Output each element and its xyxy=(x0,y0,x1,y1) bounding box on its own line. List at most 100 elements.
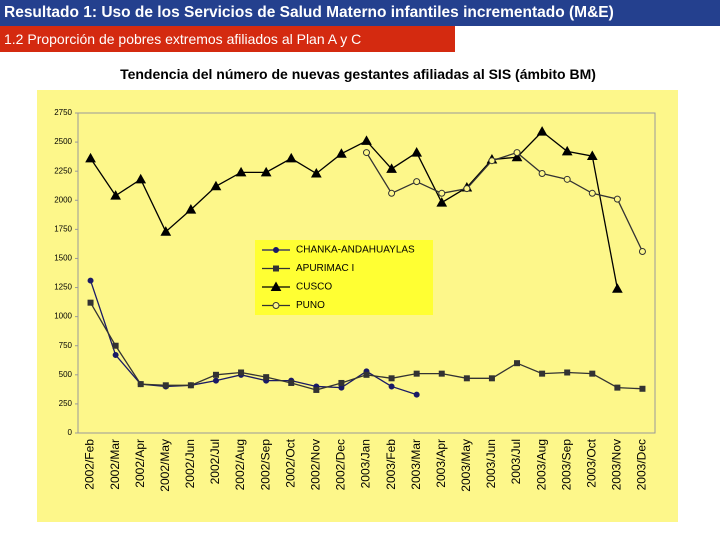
slide-title: Resultado 1: Uso de los Servicios de Sal… xyxy=(0,0,720,26)
point xyxy=(87,299,94,306)
point xyxy=(273,265,279,272)
y-tick-label: 1250 xyxy=(54,283,72,292)
y-tick-label: 750 xyxy=(59,341,73,350)
point xyxy=(310,167,322,178)
point xyxy=(137,381,144,388)
point xyxy=(463,185,471,193)
x-tick-label: 2003/Aug xyxy=(534,439,548,490)
point xyxy=(639,385,646,392)
series-line xyxy=(365,151,644,252)
slide-subtitle: 1.2 Proporción de pobres extremos afilia… xyxy=(0,26,455,52)
x-tick-label: 2002/Sep xyxy=(258,439,272,491)
point xyxy=(536,126,548,136)
point xyxy=(388,189,396,197)
point xyxy=(87,277,94,284)
point xyxy=(313,386,320,393)
point xyxy=(187,382,194,389)
point xyxy=(388,375,395,382)
x-tick-label: 2002/May xyxy=(158,439,172,492)
point xyxy=(272,302,280,309)
point xyxy=(238,369,245,376)
point xyxy=(135,173,147,184)
x-tick-label: 2002/Dec xyxy=(334,439,348,490)
point xyxy=(614,384,621,391)
x-tick-label: 2002/Oct xyxy=(283,438,297,487)
point xyxy=(413,178,421,186)
x-tick-label: 2002/Mar xyxy=(108,439,122,490)
point xyxy=(588,189,596,197)
y-tick-label: 2750 xyxy=(54,108,72,117)
point xyxy=(361,135,372,145)
x-tick-label: 2003/Feb xyxy=(384,439,398,490)
point xyxy=(561,145,573,156)
point xyxy=(185,204,197,214)
x-tick-label: 2003/Sep xyxy=(559,439,573,491)
y-tick-label: 1000 xyxy=(54,312,72,321)
point xyxy=(338,379,345,386)
legend xyxy=(255,240,433,315)
y-tick-label: 500 xyxy=(59,370,73,379)
y-tick-label: 1500 xyxy=(54,254,72,263)
x-tick-label: 2003/Jul xyxy=(509,439,523,484)
point xyxy=(210,180,222,191)
y-tick-label: 250 xyxy=(59,399,73,408)
point xyxy=(273,247,279,253)
legend-label: CHANKA-ANDAHUAYLAS xyxy=(296,245,415,256)
x-tick-label: 2003/May xyxy=(459,439,473,492)
y-tick-label: 2250 xyxy=(54,166,72,175)
point xyxy=(436,197,448,207)
point xyxy=(263,374,270,381)
point xyxy=(413,370,420,377)
point xyxy=(613,195,621,203)
x-tick-label: 2003/Dec xyxy=(635,439,649,490)
point xyxy=(438,370,445,377)
legend-label: CUSCO xyxy=(296,282,332,293)
point xyxy=(488,375,495,382)
legend-label: APURIMAC I xyxy=(296,263,354,274)
point xyxy=(411,147,423,157)
point xyxy=(235,166,247,177)
point xyxy=(511,151,523,162)
point xyxy=(539,370,546,377)
legend-label: PUNO xyxy=(296,300,325,311)
point xyxy=(363,371,370,378)
point xyxy=(589,370,596,377)
point xyxy=(162,382,169,389)
point xyxy=(564,369,571,376)
point xyxy=(112,352,119,359)
point xyxy=(110,190,121,200)
point xyxy=(514,360,521,367)
y-tick-label: 0 xyxy=(68,428,73,437)
x-tick-label: 2002/Feb xyxy=(83,439,97,490)
point xyxy=(336,148,347,158)
point xyxy=(260,166,272,177)
x-tick-label: 2002/Jul xyxy=(208,439,222,484)
series-line xyxy=(90,130,619,289)
x-tick-label: 2002/Jun xyxy=(183,439,197,488)
point xyxy=(386,163,397,173)
point xyxy=(513,149,521,157)
x-tick-label: 2002/Apr xyxy=(133,439,147,488)
point xyxy=(413,391,420,398)
point xyxy=(160,226,172,236)
y-tick-label: 2500 xyxy=(54,137,72,146)
x-tick-label: 2003/Mar xyxy=(409,439,423,490)
point xyxy=(586,150,598,161)
point xyxy=(612,283,623,293)
point xyxy=(638,247,646,255)
point xyxy=(538,170,546,178)
point xyxy=(288,379,295,386)
y-tick-label: 2000 xyxy=(54,195,72,204)
point xyxy=(438,189,446,197)
point xyxy=(112,342,119,349)
x-tick-label: 2003/Jun xyxy=(484,439,498,488)
x-tick-label: 2002/Aug xyxy=(233,439,247,490)
point xyxy=(285,152,297,163)
point xyxy=(212,377,219,384)
point xyxy=(463,375,470,382)
point xyxy=(85,152,96,163)
point xyxy=(488,157,496,165)
chart-title: Tendencia del número de nuevas gestantes… xyxy=(120,66,596,82)
